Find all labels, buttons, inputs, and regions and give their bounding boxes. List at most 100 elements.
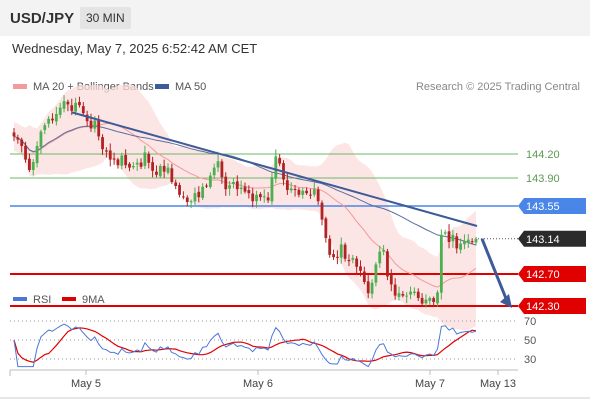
candle [108, 143, 112, 167]
level-label-143-55-box [518, 198, 586, 214]
datetime-label: Wednesday, May 7, 2025 6:52:42 AM CET [12, 41, 258, 56]
candle [243, 182, 247, 194]
candle [316, 186, 320, 205]
candle [443, 229, 447, 236]
trend-overlay [71, 111, 512, 308]
candle [85, 110, 89, 127]
candle [274, 149, 278, 184]
trendline [71, 111, 478, 227]
candle [120, 152, 124, 170]
candle [28, 153, 31, 173]
candle [447, 224, 451, 249]
level-labels: 144.20 143.90 143.55 143.14 142.70 142.30 [518, 149, 586, 314]
candle [359, 260, 362, 277]
candle [151, 156, 154, 178]
candle [208, 172, 212, 189]
candle [182, 191, 185, 200]
candle [320, 200, 324, 226]
candle [224, 172, 228, 196]
candle [336, 250, 339, 265]
level-label-142-70: 142.70 [526, 269, 560, 281]
candle [66, 99, 70, 112]
candle [205, 183, 208, 188]
candle [413, 287, 416, 296]
candle [262, 189, 266, 203]
candle [81, 101, 85, 116]
candle [228, 181, 231, 196]
level-label-143-14-box [518, 230, 586, 247]
legend-rsi: RSI [33, 294, 51, 306]
candle [189, 199, 193, 209]
candle [343, 242, 347, 262]
rsi-tick-70: 70 [524, 316, 536, 328]
rsi-panel: 70 50 30 [10, 316, 536, 368]
candle [305, 187, 308, 195]
candle [393, 278, 397, 300]
candle [366, 274, 370, 299]
candle [347, 254, 351, 267]
level-label-143-55: 143.55 [526, 201, 560, 213]
candle [35, 141, 39, 168]
candle [143, 145, 147, 169]
rsi-tick-50: 50 [524, 335, 536, 347]
candle [239, 180, 243, 195]
candle [332, 249, 335, 261]
candle [174, 179, 178, 190]
level-label-142-30: 142.30 [526, 301, 560, 313]
rsi-tick-30: 30 [524, 354, 536, 366]
candle [339, 237, 343, 264]
candle [474, 236, 478, 246]
candle [212, 163, 216, 179]
candle [62, 95, 66, 113]
candle [193, 187, 197, 205]
candle [301, 187, 305, 199]
x-tick-label: May 5 [71, 378, 101, 390]
candle [386, 248, 389, 281]
symbol-title: USD/JPY [10, 10, 75, 27]
candle [370, 279, 374, 299]
candle [397, 286, 401, 301]
legend-swatch-bollinger [13, 84, 27, 89]
timeframe-badge[interactable]: 30 MIN [80, 7, 131, 29]
candle [147, 151, 151, 169]
x-tick-label: May 6 [243, 378, 273, 390]
candle [47, 116, 51, 128]
candle [220, 159, 224, 184]
candle [270, 172, 274, 205]
candlestick-series [12, 95, 478, 308]
candle [382, 244, 385, 256]
candle [259, 192, 262, 201]
candle [324, 216, 328, 243]
candle [255, 190, 258, 208]
candle [232, 178, 235, 189]
candle [278, 154, 282, 167]
legend-swatch-ma50 [155, 84, 169, 89]
legend-ma50: MA 50 [175, 81, 206, 93]
candle [247, 185, 251, 199]
candle [201, 183, 205, 200]
candle [216, 154, 220, 173]
x-tick-label: May 13 [480, 378, 516, 390]
candle [436, 290, 439, 307]
candle [139, 158, 143, 170]
candle [251, 187, 255, 208]
candle [158, 163, 162, 178]
rsi-9ma-line [13, 327, 477, 363]
candle [309, 188, 312, 199]
candle [424, 294, 428, 308]
level-label-142-70-box [518, 266, 586, 282]
candle [455, 233, 459, 254]
candle [466, 234, 470, 248]
level-label-142-30-box [518, 298, 586, 314]
level-label-143-90: 143.90 [526, 173, 560, 185]
candle [289, 182, 293, 193]
candle [459, 238, 462, 254]
candle [351, 254, 355, 264]
candle [293, 184, 297, 197]
chart-header: USD/JPY 30 MIN [0, 0, 590, 36]
candle [285, 173, 289, 195]
candle [178, 182, 181, 198]
candle [432, 296, 436, 308]
candle [451, 230, 455, 248]
